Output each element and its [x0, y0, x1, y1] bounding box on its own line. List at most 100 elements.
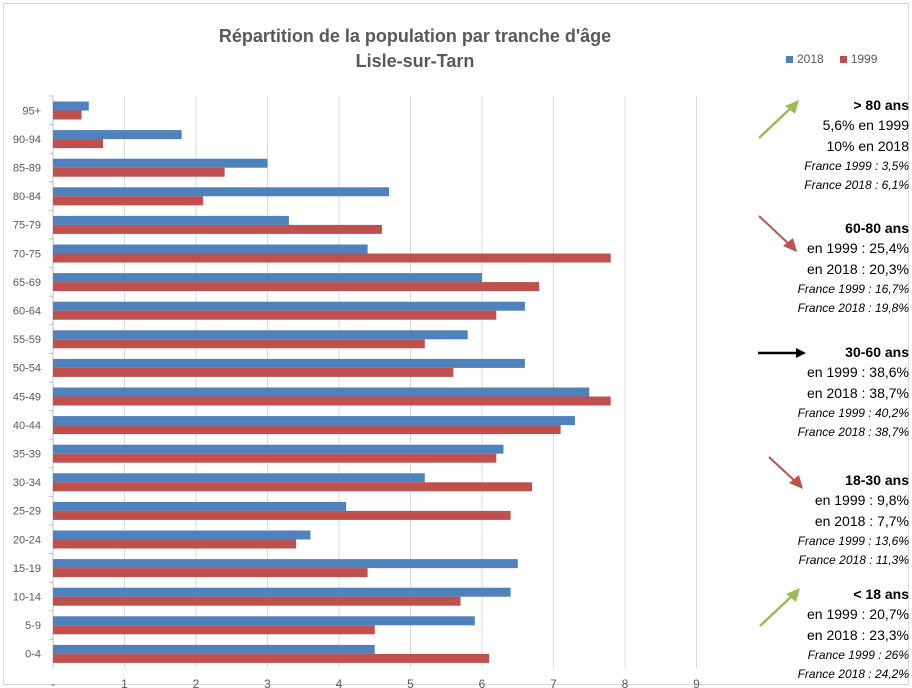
bar-2018: [53, 130, 182, 140]
bar-1999: [53, 367, 454, 377]
y-tick-label: 0-4: [25, 649, 41, 661]
trend-up-arrow-icon: [759, 588, 800, 627]
y-tick-label: 10-14: [13, 592, 41, 604]
annotation-line: en 1999 : 9,8%: [814, 492, 909, 508]
bar-1999: [53, 167, 225, 177]
legend-item-1999: 1999: [839, 52, 878, 66]
bar-1999: [53, 110, 82, 120]
trend-down-arrow-icon: [768, 456, 803, 489]
y-tick-label: 20-24: [13, 534, 41, 546]
x-tick-label: 4: [336, 677, 343, 688]
legend-swatch-2018: [786, 55, 793, 63]
bar-1999: [53, 253, 611, 263]
bar-1999: [53, 224, 382, 234]
legend: 2018 1999: [786, 52, 893, 66]
legend-item-2018: 2018: [786, 52, 824, 66]
y-tick-label: 50-54: [13, 363, 41, 375]
bar-1999: [53, 510, 511, 520]
annotation-30-60: 30-60 ans en 1999 : 38,6% en 2018 : 38,7…: [709, 342, 909, 442]
y-tick-label: 60-64: [13, 306, 41, 318]
annotation-france: France 1999 : 13,6%: [797, 534, 909, 548]
annotation-header: 60-80 ans: [845, 220, 909, 236]
bar-2018: [53, 559, 518, 569]
bar-1999: [53, 539, 297, 549]
trend-up-arrow-icon: [758, 100, 799, 139]
y-tick-label: 55-59: [13, 334, 41, 346]
y-tick-label: 15-19: [13, 563, 41, 575]
chart-subtitle: Lisle-sur-Tarn: [355, 51, 475, 71]
bar-2018: [53, 444, 504, 454]
annotation-header: > 80 ans: [853, 97, 909, 113]
y-tick-label: 90-94: [13, 134, 41, 146]
x-tick-label: 5: [407, 677, 414, 688]
x-tick-label: 2: [193, 677, 200, 688]
annotation-header: < 18 ans: [853, 586, 909, 602]
bar-1999: [53, 653, 490, 663]
annotation-line: en 2018 : 38,7%: [807, 385, 909, 401]
bar-1999: [53, 196, 204, 206]
annotation-france: France 2018 : 19,8%: [797, 301, 909, 315]
trend-flat-arrow-icon: [758, 348, 806, 358]
bar-2018: [53, 587, 511, 597]
bar-2018: [53, 301, 525, 311]
annotation-header: 30-60 ans: [845, 344, 909, 360]
x-tick-label: 3: [264, 677, 271, 688]
annotation-line: 10% en 2018: [826, 138, 909, 154]
bar-1999: [53, 339, 425, 349]
bar-2018: [53, 158, 268, 168]
y-tick-label: 65-69: [13, 277, 41, 289]
bar-2018: [53, 473, 425, 483]
annotation-france: France 2018 : 6,1%: [804, 178, 909, 192]
annotation-line: en 2018 : 20,3%: [807, 261, 909, 277]
bar-1999: [53, 282, 540, 292]
annotation-france: France 1999 : 16,7%: [797, 282, 909, 296]
annotation-line: en 2018 : 7,7%: [814, 513, 909, 529]
x-tick-label: 9: [693, 677, 700, 688]
bar-1999: [53, 453, 497, 463]
y-tick-label: 45-49: [13, 391, 41, 403]
bar-2018: [53, 358, 525, 368]
legend-label-1999: 1999: [850, 52, 878, 66]
trend-down-arrow-icon: [758, 215, 797, 252]
y-tick-label: 25-29: [13, 506, 41, 518]
annotation-france: France 2018 : 11,3%: [798, 553, 909, 567]
y-tick-label: 75-79: [13, 220, 41, 232]
bar-2018: [53, 244, 368, 254]
bar-1999: [53, 625, 375, 635]
annotation-france: France 1999 : 40,2%: [797, 406, 909, 420]
bar-2018: [53, 416, 575, 426]
y-tick-label: 70-75: [13, 248, 41, 260]
annotation-france: France 1999 : 3,5%: [804, 159, 909, 173]
annotation-line: en 1999 : 38,6%: [807, 364, 909, 380]
x-tick-label: 6: [479, 677, 486, 688]
y-tick-label: 85-89: [13, 163, 41, 175]
annotation-line: en 1999 : 20,7%: [807, 606, 909, 622]
annotation-18-30: 18-30 ans en 1999 : 9,8% en 2018 : 7,7% …: [709, 470, 909, 570]
bar-2018: [53, 530, 311, 540]
bar-2018: [53, 501, 347, 511]
x-tick-label: 7: [550, 677, 557, 688]
x-tick-label: 8: [622, 677, 629, 688]
y-tick-label: 30-34: [13, 477, 41, 489]
bar-2018: [53, 330, 468, 340]
annotation-france: France 2018 : 38,7%: [797, 425, 909, 439]
chart-title: Répartition de la population par tranche…: [218, 26, 612, 46]
bar-1999: [53, 425, 561, 435]
x-tick-label: 1: [121, 677, 128, 688]
annotation-under-18: < 18 ans en 1999 : 20,7% en 2018 : 23,3%…: [709, 584, 909, 684]
bar-1999: [53, 482, 533, 492]
x-tick-label: -: [51, 677, 55, 688]
legend-label-2018: 2018: [797, 52, 824, 66]
annotation-france: France 1999 : 26%: [807, 648, 909, 662]
annotation-60-80: 60-80 ans en 1999 : 25,4% en 2018 : 20,3…: [709, 218, 909, 318]
y-tick-label: 80-84: [13, 191, 41, 203]
bar-2018: [53, 273, 482, 283]
bar-2018: [53, 616, 475, 626]
annotation-france: France 2018 : 24,2%: [797, 667, 909, 681]
y-tick-label: 95+: [22, 105, 41, 117]
y-tick-label: 5-9: [25, 620, 41, 632]
bar-2018: [53, 101, 89, 111]
annotation-line: en 2018 : 23,3%: [807, 627, 909, 643]
annotation-line: en 1999 : 25,4%: [807, 240, 909, 256]
